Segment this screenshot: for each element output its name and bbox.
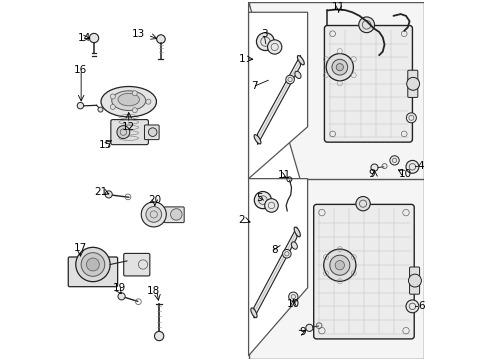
Polygon shape [258,55,300,145]
Ellipse shape [292,242,297,249]
Circle shape [157,35,165,44]
Circle shape [324,249,356,281]
Circle shape [326,54,353,81]
Text: 7: 7 [251,81,257,91]
Circle shape [356,197,370,211]
Circle shape [306,324,313,332]
Text: 5: 5 [256,193,263,203]
Circle shape [146,99,151,104]
Circle shape [407,77,419,90]
Circle shape [390,156,399,165]
FancyBboxPatch shape [145,125,159,140]
FancyBboxPatch shape [164,207,184,222]
Circle shape [254,192,271,209]
Circle shape [268,40,282,54]
Polygon shape [248,179,308,356]
Circle shape [110,94,115,99]
Text: 6: 6 [418,301,424,311]
FancyBboxPatch shape [408,70,418,98]
Text: 14: 14 [78,33,92,43]
Circle shape [406,113,416,123]
Text: 9: 9 [368,169,375,179]
Text: 13: 13 [132,29,146,39]
Text: 11: 11 [278,170,292,180]
Circle shape [117,126,130,139]
Circle shape [406,300,419,313]
Polygon shape [248,12,308,179]
Text: 18: 18 [147,286,160,296]
Circle shape [87,258,99,271]
Circle shape [141,202,166,227]
Ellipse shape [118,93,140,106]
Circle shape [146,207,162,222]
Circle shape [77,103,84,109]
Ellipse shape [297,55,304,65]
Circle shape [171,209,182,220]
Polygon shape [254,227,297,318]
Circle shape [289,292,298,301]
Circle shape [148,128,157,136]
Circle shape [371,164,378,171]
Circle shape [336,64,343,71]
Circle shape [406,161,419,173]
Bar [248,179,424,359]
Text: 16: 16 [74,64,87,75]
Circle shape [335,261,344,270]
Text: 15: 15 [99,140,112,150]
Text: 11: 11 [332,2,345,12]
Text: 12: 12 [122,122,135,132]
FancyBboxPatch shape [68,257,118,287]
Circle shape [332,59,348,75]
Circle shape [98,107,103,112]
Text: 10: 10 [399,169,412,179]
Text: 19: 19 [112,283,126,293]
Circle shape [89,33,98,43]
Text: 9: 9 [300,328,306,337]
Text: 17: 17 [74,243,87,253]
Bar [248,1,424,180]
Ellipse shape [101,86,156,117]
FancyBboxPatch shape [111,120,148,145]
Circle shape [330,255,350,275]
Ellipse shape [254,135,261,144]
Circle shape [359,17,374,33]
Text: 20: 20 [148,195,161,205]
Circle shape [110,104,115,109]
Circle shape [409,274,421,287]
Circle shape [132,108,137,113]
Circle shape [105,191,112,198]
FancyBboxPatch shape [123,253,150,276]
Text: 3: 3 [261,30,268,40]
Text: 2: 2 [238,216,245,225]
FancyBboxPatch shape [410,267,419,294]
Polygon shape [248,1,300,180]
Circle shape [132,91,137,96]
Ellipse shape [294,227,300,237]
Circle shape [265,199,278,212]
Ellipse shape [251,308,257,318]
Ellipse shape [295,71,301,78]
Text: 8: 8 [271,245,277,255]
Circle shape [81,253,105,276]
Text: 1: 1 [238,54,245,64]
Ellipse shape [112,91,146,111]
Circle shape [286,75,294,84]
FancyBboxPatch shape [314,204,414,339]
Circle shape [118,293,125,300]
Text: 21: 21 [94,187,107,197]
Circle shape [283,249,291,258]
FancyBboxPatch shape [324,26,413,142]
Text: 4: 4 [418,161,424,171]
Circle shape [76,247,110,282]
Circle shape [154,332,164,341]
Circle shape [256,33,274,50]
Text: 10: 10 [287,299,300,309]
